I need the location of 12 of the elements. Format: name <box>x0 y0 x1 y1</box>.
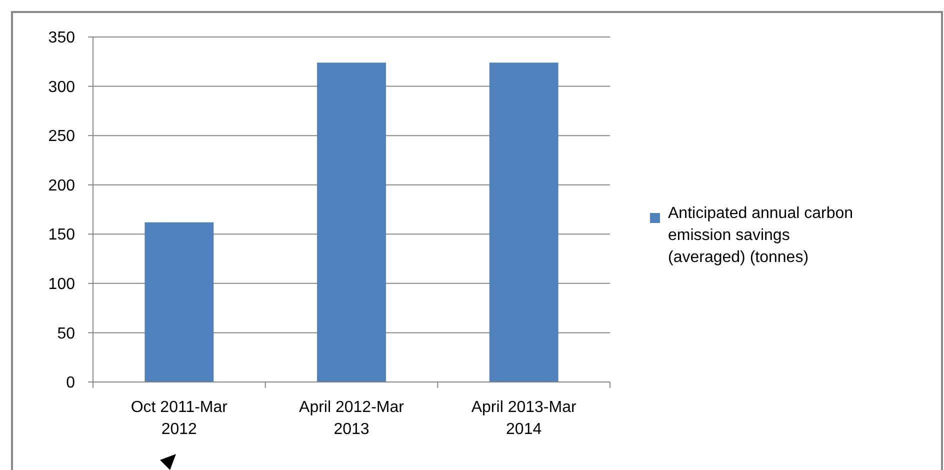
y-tick-label: 200 <box>48 177 76 194</box>
y-tick-label: 0 <box>66 374 76 392</box>
x-tick-label: Oct 2011-Mar 2012 <box>130 399 228 438</box>
y-tick-label: 350 <box>48 30 76 47</box>
x-tick-label: April 2012-Mar 2013 <box>299 399 405 438</box>
y-tick-label: 150 <box>48 226 76 244</box>
x-tick-label: April 2013-Mar 2014 <box>471 399 577 438</box>
legend-label: Anticipated annual carbon emission savings (averaged) (tonnes) <box>668 205 854 266</box>
y-tick-label: 250 <box>48 128 76 146</box>
y-tick-label: 100 <box>48 276 76 294</box>
y-tick-label: 300 <box>48 78 76 96</box>
y-tick-label: 50 <box>57 325 76 342</box>
